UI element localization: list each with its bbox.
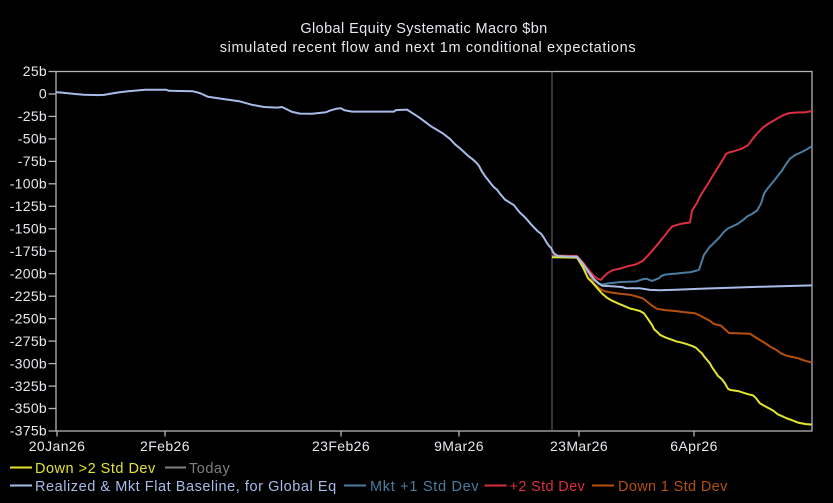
svg-text:6Apr26: 6Apr26 bbox=[670, 438, 718, 454]
svg-text:-75b: -75b bbox=[18, 153, 47, 169]
svg-text:-300b: -300b bbox=[10, 355, 47, 371]
svg-text:-50b: -50b bbox=[18, 131, 47, 147]
svg-text:-125b: -125b bbox=[10, 198, 47, 214]
svg-text:9Mar26: 9Mar26 bbox=[434, 438, 484, 454]
svg-text:Mkt +1 Std Dev: Mkt +1 Std Dev bbox=[370, 479, 479, 495]
svg-text:-225b: -225b bbox=[10, 288, 47, 304]
svg-text:Down 1 Std Dev: Down 1 Std Dev bbox=[618, 479, 728, 495]
svg-text:2Feb26: 2Feb26 bbox=[140, 438, 190, 454]
svg-text:Global Equity Systematic Macro: Global Equity Systematic Macro $bn bbox=[300, 21, 547, 37]
svg-text:-325b: -325b bbox=[10, 378, 47, 394]
svg-text:Today: Today bbox=[189, 461, 230, 477]
svg-text:-375b: -375b bbox=[10, 423, 47, 439]
svg-text:-25b: -25b bbox=[18, 108, 47, 124]
svg-text:-150b: -150b bbox=[10, 221, 47, 237]
svg-text:23Mar26: 23Mar26 bbox=[550, 438, 608, 454]
svg-text:-200b: -200b bbox=[10, 265, 47, 281]
svg-text:-275b: -275b bbox=[10, 333, 47, 349]
svg-text:-100b: -100b bbox=[10, 176, 47, 192]
svg-text:-250b: -250b bbox=[10, 310, 47, 326]
svg-text:-350b: -350b bbox=[10, 400, 47, 416]
svg-text:0: 0 bbox=[39, 86, 47, 102]
svg-text:Down >2 Std Dev: Down >2 Std Dev bbox=[35, 461, 156, 477]
svg-text:20Jan26: 20Jan26 bbox=[29, 438, 86, 454]
svg-text:Realized & Mkt Flat Baseline,: Realized & Mkt Flat Baseline, for Global… bbox=[35, 479, 337, 495]
svg-text:23Feb26: 23Feb26 bbox=[312, 438, 370, 454]
svg-text:+2 Std Dev: +2 Std Dev bbox=[510, 479, 586, 495]
svg-text:simulated recent flow and next: simulated recent flow and next 1m condit… bbox=[220, 40, 637, 56]
svg-text:-175b: -175b bbox=[10, 243, 47, 259]
svg-text:25b: 25b bbox=[23, 63, 47, 79]
